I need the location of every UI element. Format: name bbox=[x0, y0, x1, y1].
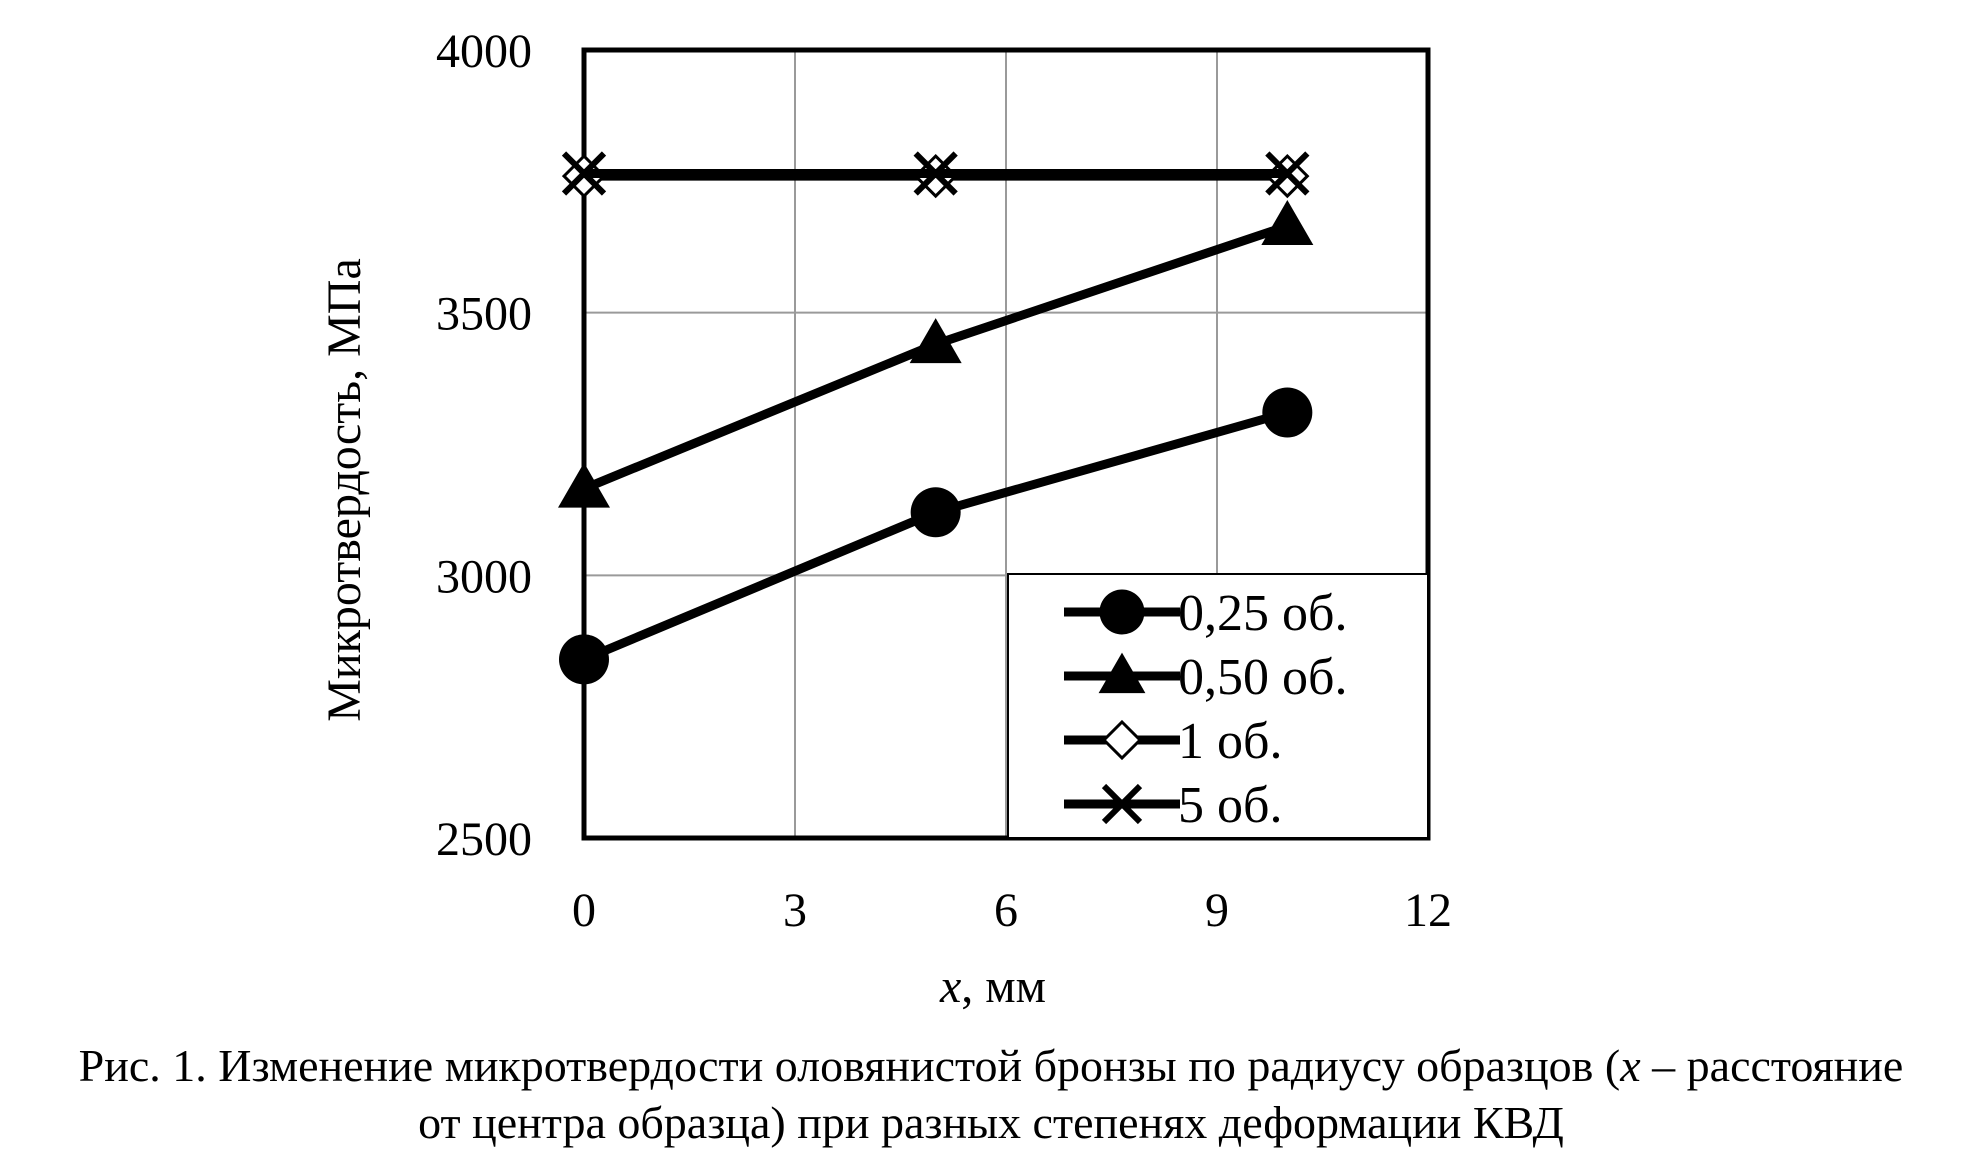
x-tick-label: 6 bbox=[994, 884, 1018, 937]
legend-item: 0,50 об. bbox=[1064, 649, 1347, 706]
y-tick-label: 4000 bbox=[436, 25, 532, 78]
legend-label: 5 об. bbox=[1178, 777, 1282, 834]
x-cross-stroke bbox=[561, 151, 607, 196]
legend-item: 1 об. bbox=[1064, 713, 1282, 770]
figure-caption-line-1: Рис. 1. Изменение микротвердости оловяни… bbox=[0, 1038, 1982, 1094]
x-tick-label: 12 bbox=[1404, 884, 1452, 937]
series-1 bbox=[559, 387, 1313, 685]
figure-caption-line-2: от центра образца) при разных степенях д… bbox=[418, 1097, 1564, 1148]
triangle-marker bbox=[909, 318, 962, 364]
caption-text-a: Рис. 1. Изменение микротвердости оловяни… bbox=[78, 1040, 1621, 1091]
x-tick-label: 3 bbox=[783, 884, 807, 937]
y-tick-label: 2500 bbox=[436, 813, 532, 866]
caption-text-b: – расстояние bbox=[1640, 1040, 1904, 1091]
x-cross-stroke bbox=[1101, 783, 1143, 825]
y-axis-title: Микротвердость, МПа bbox=[318, 258, 371, 722]
circle-marker bbox=[910, 487, 961, 538]
triangle-marker bbox=[1098, 652, 1146, 694]
x-tick-label: 0 bbox=[572, 884, 596, 937]
x-cross-stroke bbox=[1265, 151, 1310, 196]
legend: 0,25 об. 0,50 об. 1 об. 5 об. bbox=[1007, 573, 1429, 839]
circle-marker bbox=[1262, 387, 1313, 438]
x-tick-label: 9 bbox=[1205, 884, 1229, 937]
legend-label: 1 об. bbox=[1178, 713, 1282, 770]
series-2 bbox=[558, 199, 1314, 508]
triangle-marker bbox=[1261, 199, 1314, 245]
y-tick-label: 3000 bbox=[436, 550, 532, 603]
axis-labels: Микротвердость, МПа x, мм 0 3 6 9 12 2500 3000… bbox=[318, 25, 1452, 1013]
caption-variable: x bbox=[1620, 1040, 1641, 1091]
legend-label: 0,25 об. bbox=[1178, 585, 1347, 642]
series-group bbox=[558, 151, 1314, 685]
plot-frame bbox=[581, 47, 1431, 841]
legend-box bbox=[1007, 573, 1429, 839]
legend-item: 0,25 об. bbox=[1064, 585, 1347, 642]
x-cross-marker bbox=[1101, 783, 1143, 825]
x-axis-unit: , мм bbox=[961, 960, 1046, 1013]
grid bbox=[584, 50, 1428, 838]
x-cross-marker bbox=[1265, 151, 1310, 196]
circle-marker bbox=[1099, 589, 1145, 635]
axes bbox=[581, 47, 1431, 841]
x-cross-marker bbox=[561, 151, 607, 196]
series-4 bbox=[561, 151, 1310, 196]
triangle-marker bbox=[558, 462, 610, 508]
y-tick-label: 3500 bbox=[436, 288, 532, 341]
legend-item: 5 об. bbox=[1064, 777, 1282, 834]
x-axis-title: x, мм bbox=[939, 960, 1046, 1013]
x-cross-stroke bbox=[913, 151, 958, 196]
legend-label: 0,50 об. bbox=[1178, 649, 1347, 706]
circle-marker bbox=[559, 634, 609, 685]
diamond-marker bbox=[1101, 719, 1143, 761]
x-cross-marker bbox=[913, 151, 958, 196]
x-axis-variable: x bbox=[939, 960, 961, 1013]
